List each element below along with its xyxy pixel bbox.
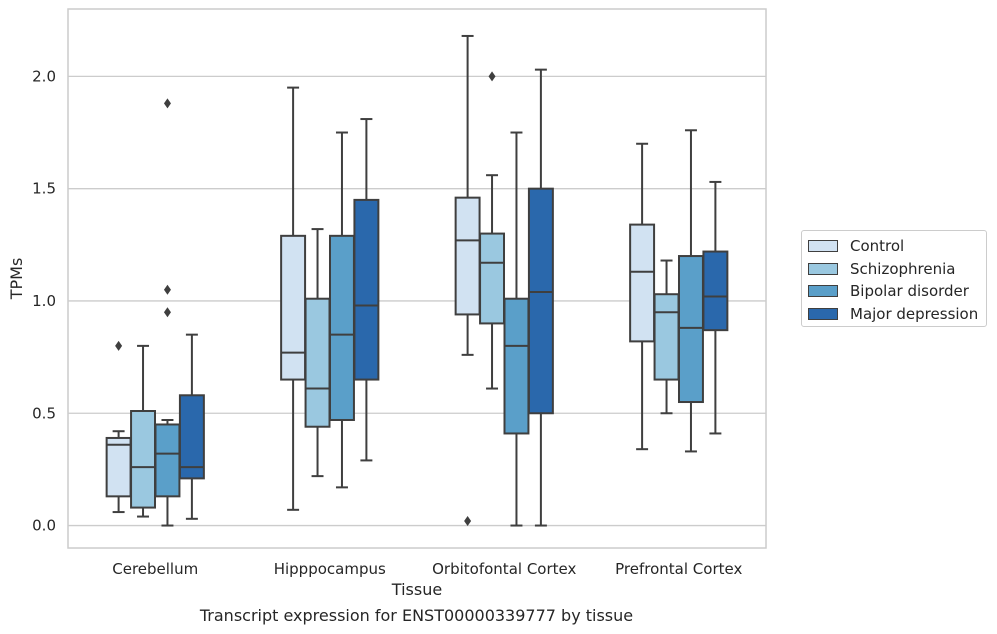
iqr-box — [353, 198, 380, 381]
iqr-box — [629, 223, 656, 343]
box-control — [105, 340, 132, 514]
x-axis-label: Tissue — [391, 580, 442, 599]
iqr-box — [280, 234, 307, 381]
outlier-point — [163, 284, 171, 295]
box-bipolar-disorder — [677, 129, 704, 453]
box-major-depression — [527, 68, 554, 527]
box-bipolar-disorder — [328, 131, 355, 489]
iqr-box — [154, 423, 181, 498]
x-tick-label: Cerebellum — [112, 560, 198, 578]
legend-label: Schizophrenia — [850, 259, 956, 278]
box-major-depression — [353, 118, 380, 462]
outlier-point — [488, 71, 496, 82]
box-control — [280, 86, 307, 511]
box-schizophrenia — [304, 228, 331, 478]
box-control — [454, 34, 481, 527]
legend-swatch — [808, 285, 838, 298]
x-tick-label: Prefrontal Cortex — [615, 560, 742, 578]
y-tick-label: 0.0 — [32, 517, 56, 535]
y-tick-label: 1.0 — [32, 292, 56, 310]
legend-swatch — [808, 307, 838, 320]
figure-caption: Transcript expression for ENST0000033977… — [199, 606, 634, 625]
legend-label: Major depression — [850, 304, 979, 323]
iqr-box — [105, 436, 132, 498]
outlier-point — [115, 340, 123, 351]
outlier-point — [163, 98, 171, 109]
y-axis-label: TPMs — [7, 258, 26, 301]
y-tick-label: 0.5 — [32, 404, 56, 422]
legend-item: Major depression — [808, 303, 986, 326]
box-groups — [105, 34, 729, 527]
x-tick-label: Hipppocampus — [274, 560, 386, 578]
iqr-box — [479, 232, 506, 325]
legend-item: Bipolar disorder — [808, 280, 986, 303]
legend-item: Control — [808, 235, 986, 258]
legend-item: Schizophrenia — [808, 258, 986, 281]
box-schizophrenia — [479, 71, 506, 390]
x-tick-label: Orbitofontal Cortex — [432, 560, 576, 578]
y-tick-label: 1.5 — [32, 180, 56, 198]
outlier-point — [464, 516, 472, 527]
plot-frame — [67, 8, 767, 549]
box-schizophrenia — [130, 344, 157, 518]
legend-label: Bipolar disorder — [850, 282, 969, 301]
y-tick-label: 2.0 — [32, 67, 56, 85]
iqr-box — [178, 394, 205, 480]
outlier-point — [163, 307, 171, 318]
x-axis-ticks: Cerebellum Hipppocampus Orbitofontal Corte… — [112, 560, 742, 578]
box-bipolar-disorder — [503, 131, 530, 527]
iqr-box — [130, 410, 157, 509]
legend-swatch — [808, 262, 838, 275]
iqr-box — [653, 293, 680, 381]
box-bipolar-disorder — [154, 98, 181, 527]
legend-label: Control — [850, 237, 905, 256]
iqr-box — [702, 250, 729, 332]
iqr-box — [677, 255, 704, 404]
box-major-depression — [178, 333, 205, 520]
iqr-box — [527, 187, 554, 415]
iqr-box — [503, 297, 530, 435]
iqr-box — [304, 297, 331, 428]
box-major-depression — [702, 180, 729, 435]
iqr-box — [328, 234, 355, 421]
box-schizophrenia — [653, 259, 680, 415]
y-axis-ticks: 0.0 0.5 1.0 1.5 2.0 — [32, 67, 56, 534]
iqr-box — [454, 196, 481, 316]
box-control — [629, 142, 656, 451]
legend-swatch — [808, 240, 838, 253]
legend: Control Schizophrenia Bipolar disorder Majo… — [801, 230, 987, 327]
